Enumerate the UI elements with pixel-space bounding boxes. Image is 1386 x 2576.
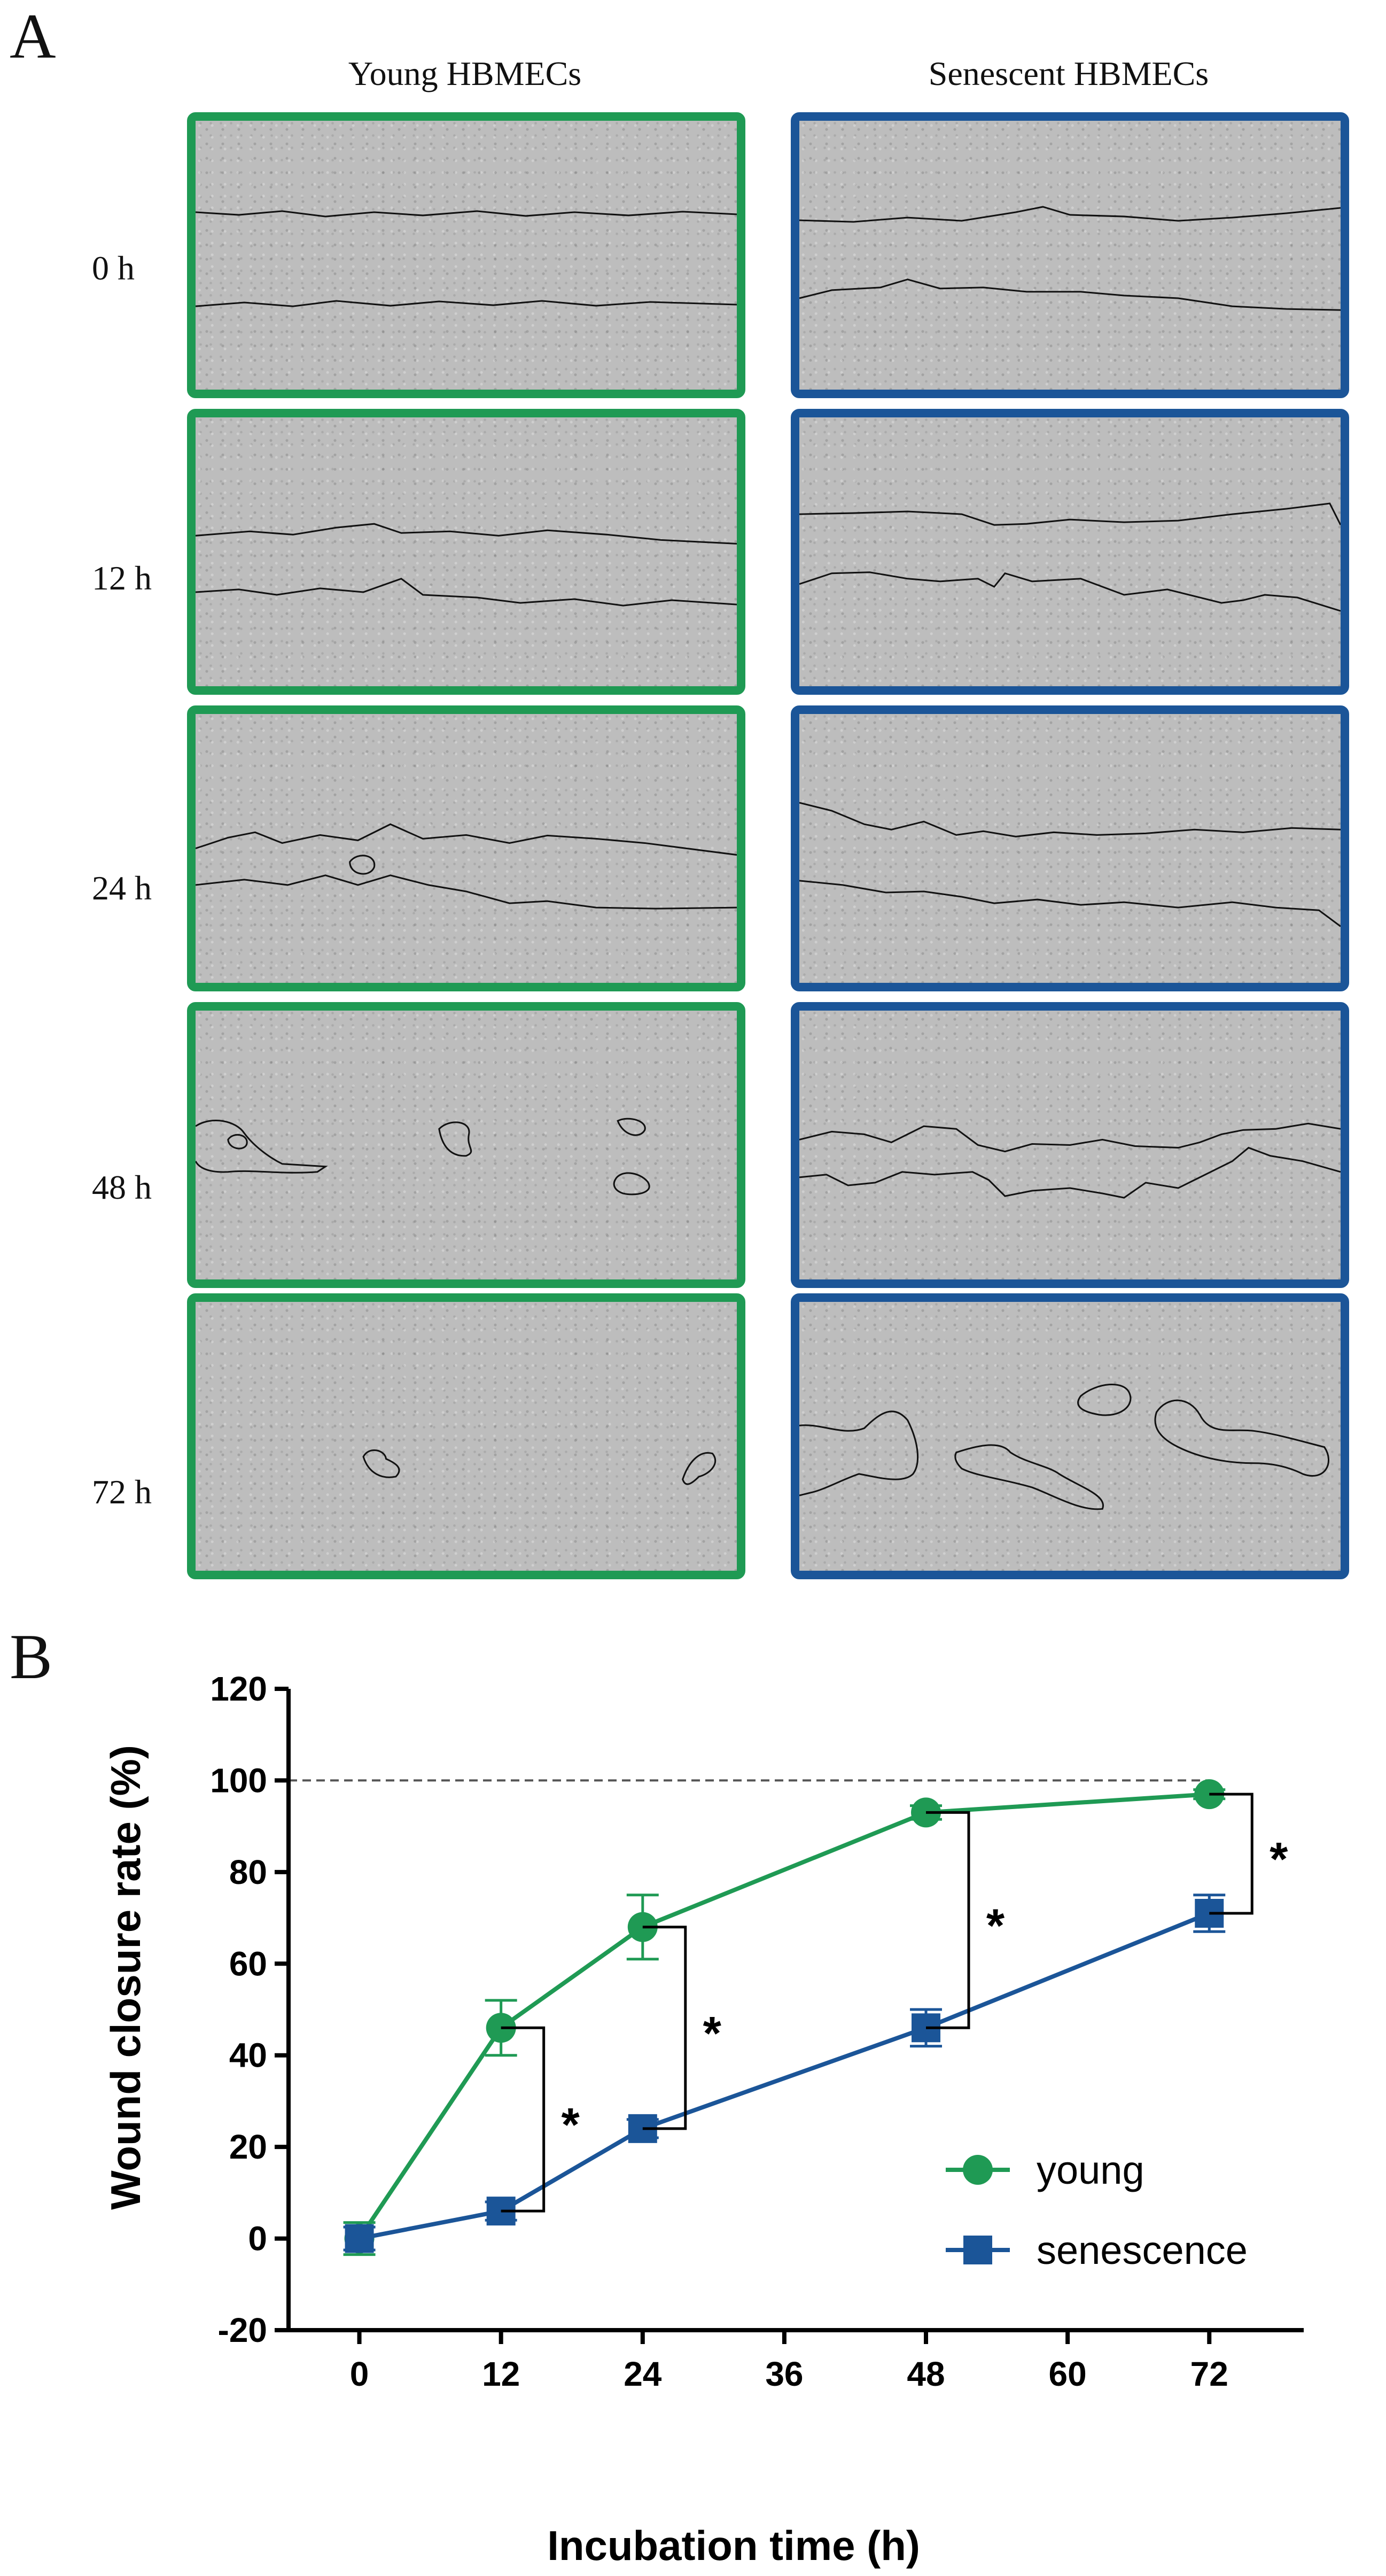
- row-label-48h: 48 h: [92, 1168, 152, 1206]
- row-label-12h: 12 h: [92, 559, 152, 597]
- significance-star: *: [1270, 1833, 1288, 1886]
- y-tick-label: 0: [248, 2220, 267, 2258]
- x-tick-label: 36: [765, 2355, 803, 2393]
- y-tick-label: 80: [229, 1853, 267, 1891]
- legend-label-young: young: [1037, 2148, 1144, 2192]
- significance-star: *: [986, 1899, 1005, 1952]
- chart-axes: -20 0 20 40 60 80 100 120 0 12 24 36 48 60 72: [210, 1670, 1304, 2393]
- wound-edge-outline: [799, 206, 1341, 311]
- column-header-young: Young HBMECs: [348, 55, 582, 92]
- panel-a-letter: A: [10, 1, 56, 72]
- image-young-48h: [187, 1002, 745, 1288]
- y-tick-label: 60: [229, 1944, 267, 1983]
- significance-bracket: [501, 2026, 546, 2213]
- y-tick-label: 100: [210, 1761, 267, 1799]
- row-label-24h: 24 h: [92, 869, 152, 907]
- significance-layer: * * * *: [501, 1793, 1288, 2213]
- y-tick-label: 40: [229, 2036, 267, 2075]
- wound-edge-outline: [799, 802, 1341, 927]
- y-tick-label: 120: [210, 1670, 267, 1708]
- wound-edge-outline: [196, 210, 737, 307]
- wound-edge-outline: [799, 1383, 1330, 1510]
- wound-edge-outline: [799, 1122, 1341, 1199]
- x-axis-title: Incubation time (h): [547, 2522, 920, 2569]
- x-tick-label: 72: [1190, 2355, 1228, 2393]
- wound-edge-outline: [196, 823, 737, 910]
- wound-edge-outline: [196, 1118, 650, 1196]
- image-senescent-48h: [791, 1002, 1349, 1288]
- legend-marker-senescence: [963, 2236, 992, 2264]
- significance-bracket: [642, 1926, 687, 2130]
- y-tick-label: -20: [218, 2311, 268, 2349]
- image-senescent-12h: [791, 409, 1349, 695]
- x-tick-label: 24: [624, 2355, 662, 2393]
- y-axis-title: Wound closure rate (%): [102, 1745, 149, 2210]
- wound-closure-chart: -20 0 20 40 60 80 100 120 0 12 24 36 48 60 72 * * * * you…: [102, 1670, 1304, 2569]
- x-tick-label: 60: [1049, 2355, 1087, 2393]
- legend-label-senescence: senescence: [1037, 2228, 1248, 2272]
- x-tick-label: 48: [907, 2355, 945, 2393]
- image-senescent-72h: [791, 1293, 1349, 1579]
- image-young-12h: [187, 409, 745, 695]
- x-tick-label: 12: [482, 2355, 520, 2393]
- wound-edge-outline: [196, 523, 737, 607]
- legend-marker-young: [963, 2155, 993, 2185]
- image-young-24h: [187, 705, 745, 991]
- wound-edge-outline: [362, 1449, 717, 1485]
- significance-bracket: [926, 1811, 970, 2029]
- chart-legend: young senescence: [946, 2148, 1248, 2272]
- x-tick-label: 0: [350, 2355, 369, 2393]
- significance-star: *: [703, 2006, 722, 2059]
- row-label-72h: 72 h: [92, 1473, 152, 1511]
- image-senescent-0h: [791, 112, 1349, 398]
- row-label-0h: 0 h: [92, 249, 135, 287]
- significance-star: *: [562, 2098, 580, 2151]
- column-header-senescent: Senescent HBMECs: [928, 55, 1209, 92]
- image-senescent-24h: [791, 705, 1349, 991]
- wound-edge-outline: [799, 502, 1341, 612]
- image-young-72h: [187, 1293, 745, 1579]
- panel-b-letter: B: [10, 1621, 53, 1692]
- y-tick-label: 20: [229, 2128, 267, 2166]
- data-point-senescence: [345, 2224, 374, 2253]
- image-young-0h: [187, 112, 745, 398]
- significance-bracket: [1209, 1793, 1253, 1915]
